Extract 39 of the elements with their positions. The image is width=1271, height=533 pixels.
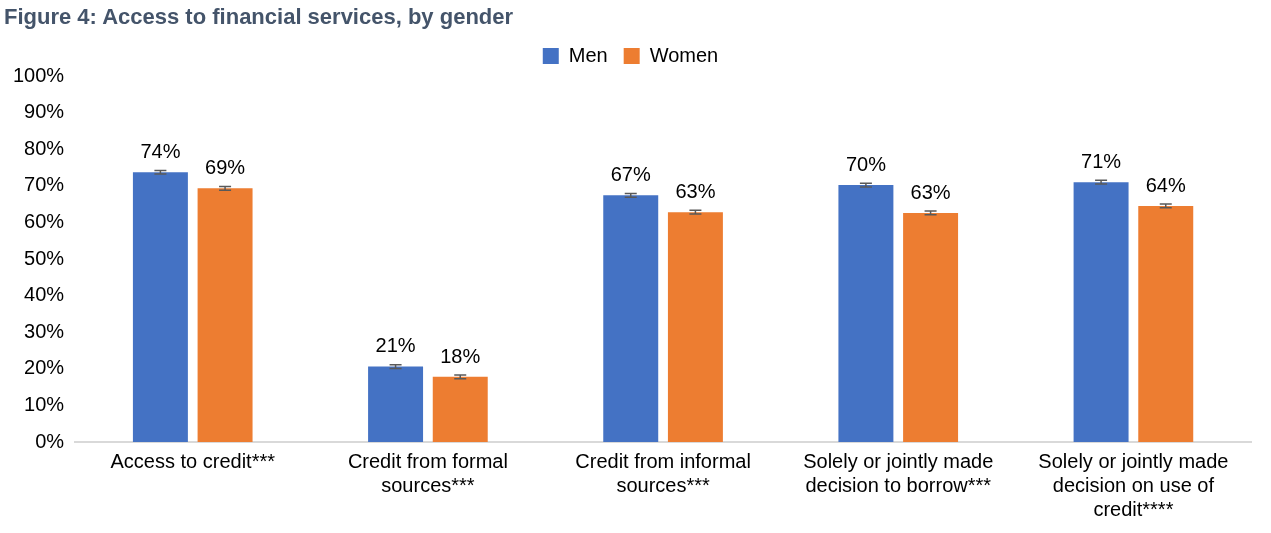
bar — [1138, 205, 1194, 442]
y-tick-label: 0% — [35, 429, 65, 452]
data-label: 21% — [375, 334, 416, 357]
x-tick-label: Credit from informal sources*** — [575, 449, 751, 496]
bar — [838, 185, 894, 442]
bar — [903, 212, 959, 442]
legend-label: Men — [568, 43, 608, 66]
data-label: 67% — [610, 163, 651, 185]
x-tick-label: Access to credit*** — [110, 449, 276, 472]
y-tick-label: 10% — [24, 392, 65, 415]
x-tick-label: Solely or jointly made decision on use of credit**** — [1038, 449, 1229, 520]
bar — [432, 376, 488, 442]
bar — [197, 188, 253, 442]
y-tick-label: 30% — [24, 319, 65, 342]
y-tick-label: 100% — [13, 63, 65, 86]
data-label: 18% — [440, 344, 481, 367]
y-tick-label: 50% — [24, 246, 65, 269]
y-tick-label: 20% — [24, 356, 65, 379]
data-label: 63% — [910, 180, 951, 203]
y-tick-label: 90% — [24, 100, 65, 123]
bar — [132, 172, 188, 442]
y-tick-label: 70% — [24, 173, 65, 196]
bar — [1073, 182, 1129, 442]
data-label: 70% — [845, 152, 887, 175]
bar — [667, 212, 723, 442]
legend-label: Women — [649, 43, 719, 66]
x-tick-label: Credit from formal sources*** — [347, 449, 508, 496]
y-tick-label: 80% — [24, 136, 65, 159]
data-label: 63% — [675, 179, 716, 202]
bar — [603, 195, 659, 442]
data-label: 64% — [1145, 173, 1186, 196]
y-tick-label: 40% — [24, 283, 65, 306]
y-tick-label: 60% — [24, 209, 65, 232]
data-label: 69% — [205, 156, 246, 179]
chart-title: Figure 4: Access to financial services, by gender — [3, 3, 515, 30]
bar — [368, 366, 424, 442]
data-label: 74% — [140, 139, 181, 162]
data-label: 71% — [1081, 149, 1122, 172]
x-tick-label: Solely or jointly made decision to borrow*** — [803, 449, 994, 496]
